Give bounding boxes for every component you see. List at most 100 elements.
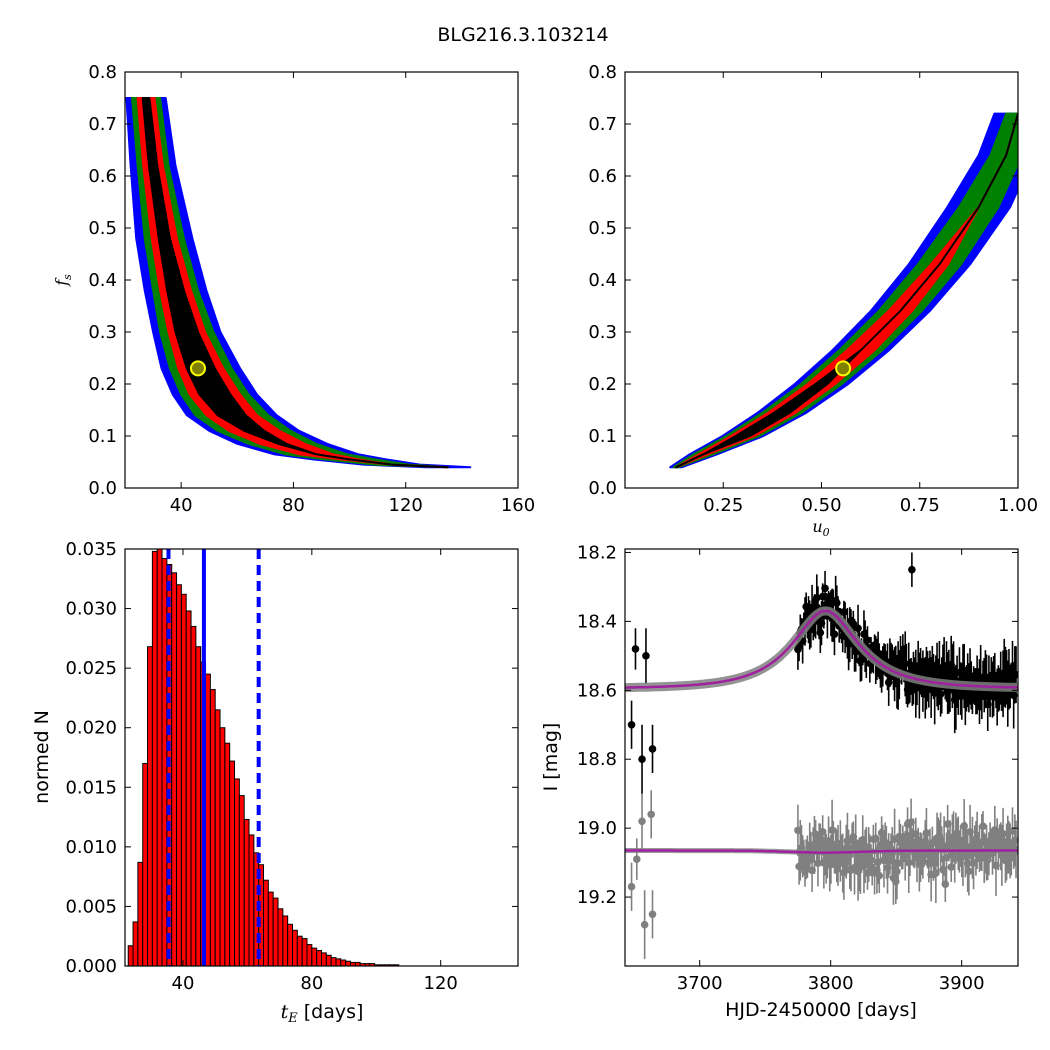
y-tick-label: 0.2 <box>88 374 117 395</box>
x-tick-label: 80 <box>300 973 323 994</box>
primary-data-point <box>816 628 825 637</box>
y-tick-label: 0.6 <box>588 166 617 187</box>
y-tick-label: 18.4 <box>577 611 617 632</box>
primary-data-point <box>840 608 848 616</box>
axes-frame <box>624 71 1019 489</box>
x-tick-label: 0.25 <box>703 495 743 516</box>
histogram-bar <box>132 921 139 966</box>
y-tick-label: 0.1 <box>588 426 617 447</box>
best-fit-marker <box>835 360 852 377</box>
histogram-bar <box>151 550 158 966</box>
figure-title: BLG216.3.103214 <box>437 24 608 46</box>
secondary-data-point <box>894 859 902 868</box>
histogram-bar <box>248 834 255 966</box>
secondary-data-point <box>875 871 884 880</box>
histogram-bar <box>301 938 308 966</box>
panel-tE-histogram: normed N tE [days] 40 80 120 0.000 0.005 0.01… <box>31 539 519 1026</box>
secondary-data-point <box>999 829 1007 838</box>
panel-lightcurve-plot-area <box>625 552 1018 960</box>
histogram-bar <box>321 952 327 966</box>
histogram-bar <box>311 947 318 966</box>
histogram-bar <box>156 549 163 966</box>
x-tick-label: 3900 <box>939 973 985 994</box>
histogram-bar <box>306 944 313 966</box>
histogram-bar <box>219 727 226 966</box>
sigma2-region <box>672 112 1018 469</box>
y-tick-label: 0.030 <box>65 599 117 620</box>
histogram-bar <box>234 778 240 966</box>
x-tick-label: 0.75 <box>900 495 940 516</box>
primary-data-point <box>1012 670 1018 679</box>
y-tick-label: 0.000 <box>65 956 117 977</box>
x-tick-label: 120 <box>424 973 458 994</box>
y-tick-label: 0.6 <box>88 166 117 187</box>
y-tick-label: 0.5 <box>88 218 117 239</box>
primary-data-point <box>648 745 657 753</box>
y-tick-label: 0.010 <box>65 837 117 858</box>
secondary-data-point <box>648 910 657 919</box>
panel-lightcurve: I [mag] HJD-2450000 [days] 3700 3800 3900 1… <box>540 542 1019 1021</box>
secondary-data-point <box>941 880 950 888</box>
y-tick-label: 0.2 <box>588 374 617 395</box>
axes-frame <box>624 548 1019 967</box>
y-tick-label: 0.035 <box>65 539 117 560</box>
secondary-data-point <box>965 867 973 875</box>
secondary-data-point <box>893 867 901 876</box>
primary-data-points <box>627 552 1018 794</box>
y-tick-label: 0.7 <box>88 114 117 135</box>
histogram-bar <box>238 795 245 966</box>
histogram-bar <box>316 950 322 966</box>
secondary-data-point <box>640 920 649 929</box>
histogram-bar <box>243 818 250 966</box>
histogram-bar <box>214 709 221 966</box>
primary-data-point <box>627 720 636 729</box>
x-tick-label: 40 <box>170 495 193 516</box>
axes-frame <box>124 548 519 967</box>
primary-data-point <box>936 690 945 699</box>
y-tick-label: 19.2 <box>577 887 617 908</box>
normed-n-axis-label: normed N <box>31 710 53 804</box>
sigma3-region <box>675 112 1018 469</box>
y-tick-label: 0.7 <box>588 114 617 135</box>
primary-data-point <box>638 755 646 764</box>
histogram-bar <box>292 929 298 966</box>
primary-data-point <box>642 652 650 660</box>
mag-axis-label: I [mag] <box>540 723 562 792</box>
y-tick-label: 0.0 <box>88 478 117 499</box>
primary-data-point <box>908 565 916 574</box>
x-tick-label: 3700 <box>677 973 723 994</box>
y-tick-label: 0.5 <box>588 218 617 239</box>
primary-data-point <box>631 645 640 653</box>
histogram-bar <box>142 762 149 966</box>
y-tick-label: 0.8 <box>588 62 617 83</box>
y-tick-label: 0.8 <box>88 62 117 83</box>
y-tick-label: 0.025 <box>65 658 117 679</box>
histogram-bar <box>190 625 197 966</box>
y-tick-label: 0.0 <box>588 478 617 499</box>
histogram-bar <box>224 742 231 966</box>
x-tick-label: 160 <box>501 495 535 516</box>
u0-axis-label: u0 <box>812 517 829 539</box>
primary-data-point <box>833 599 841 607</box>
histogram-bar <box>171 572 178 966</box>
primary-data-point <box>901 660 910 668</box>
secondary-data-point <box>922 829 931 837</box>
secondary-data-point <box>647 810 655 819</box>
sigma4-region <box>141 97 449 469</box>
histogram-bar <box>282 915 289 966</box>
histogram-bar <box>180 593 187 966</box>
x-tick-label: 0.50 <box>801 495 841 516</box>
histogram-bar <box>263 879 269 966</box>
secondary-data-point <box>904 858 913 867</box>
histogram-bar <box>209 689 216 966</box>
histogram-bar <box>296 935 303 966</box>
tE-axis-label: tE [days] <box>281 1001 364 1026</box>
histogram-bar <box>176 584 182 966</box>
panel-fs-vs-u0: u0 0.25 0.50 0.75 1.00 0.0 0.1 0.2 0.3 0.4 0.5 0.6… <box>588 62 1038 539</box>
secondary-data-points <box>627 790 1018 960</box>
model-curve-secondary <box>625 849 1018 854</box>
x-tick-label: 40 <box>172 973 195 994</box>
histogram-bar <box>345 960 351 966</box>
secondary-data-point <box>891 877 900 886</box>
